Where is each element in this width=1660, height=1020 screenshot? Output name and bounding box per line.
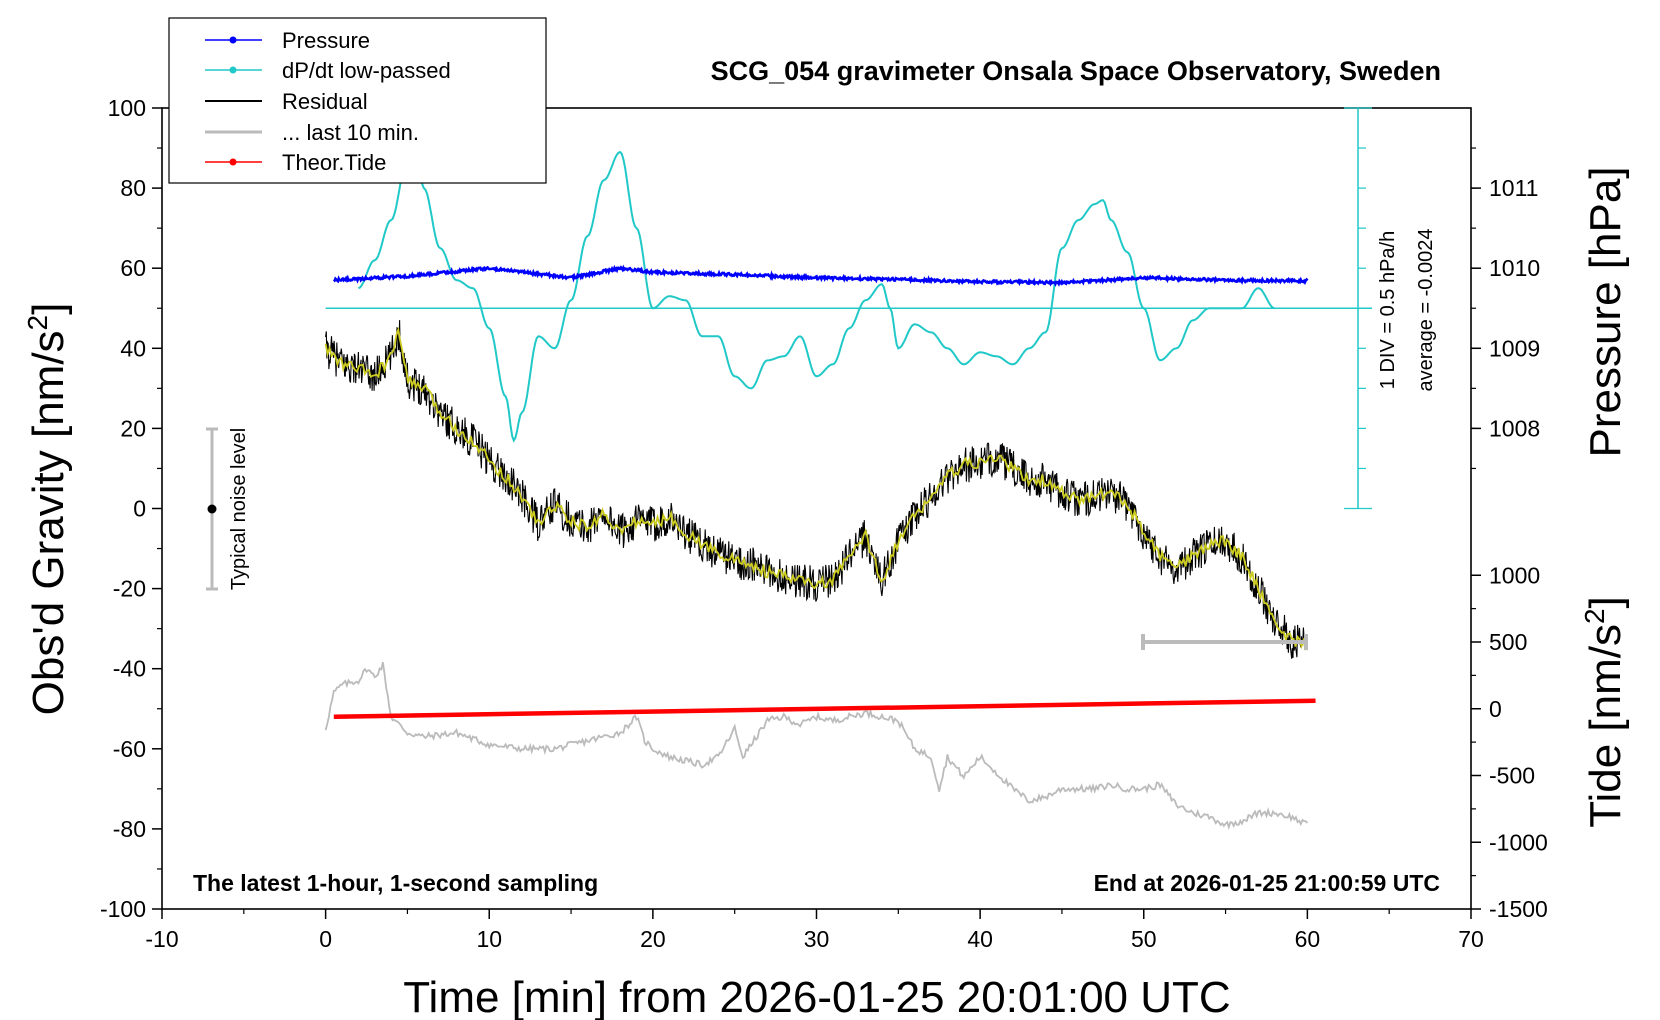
y-axis-tide: 1000 500 0 -500 -1000 -1500 [1471, 562, 1548, 922]
series-tide-line [333, 698, 1316, 720]
legend-label-dpdt: dP/dt low-passed [282, 58, 451, 83]
series-dpdt-line [357, 142, 1275, 443]
x-tick-label: 20 [640, 926, 666, 952]
legend-marker-dpdt [229, 66, 237, 74]
x-tick-label: 70 [1458, 926, 1484, 952]
y-axis-tide-title-sup: 2 [1579, 608, 1610, 624]
y-axis-tide-title: Tide [nm/s2] [1579, 596, 1630, 828]
y-tick-label: -60 [113, 736, 146, 762]
y-axis-tide-title-close: ] [1581, 596, 1630, 608]
legend-marker-pressure [229, 36, 237, 44]
x-tick-label: 0 [319, 926, 332, 952]
noise-level-bar: Typical noise level [206, 427, 250, 591]
pressure-tick-label: 1011 [1489, 175, 1538, 201]
y-tick-label: 100 [108, 95, 146, 121]
tide-tick-label: 1000 [1489, 562, 1540, 588]
noise-level-label: Typical noise level [228, 428, 250, 590]
tide-tick-label: -1500 [1489, 896, 1548, 922]
tide-tick-label: -1000 [1489, 829, 1548, 855]
legend-item-pressure: Pressure [205, 28, 370, 53]
series-last10-line [324, 662, 1309, 830]
y-tick-label: -80 [113, 816, 146, 842]
x-tick-label: -10 [145, 926, 178, 952]
y-tick-label: 20 [120, 415, 146, 441]
series-layer [324, 142, 1316, 830]
y-tick-label: 60 [120, 255, 146, 281]
legend-label-tide: Theor.Tide [282, 150, 386, 175]
legend-label-pressure: Pressure [282, 28, 370, 53]
last10-marker [1141, 634, 1308, 650]
y-axis-left-title-close: ] [24, 303, 73, 315]
y-axis-left-title-main: Obs'd Gravity [nm/s [24, 330, 73, 715]
legend: Pressure dP/dt low-passed Residual ... l… [168, 17, 547, 184]
pressure-tick-label: 1008 [1489, 415, 1540, 441]
x-tick-label: 40 [967, 926, 993, 952]
tide-tick-label: 0 [1489, 696, 1502, 722]
x-axis: -10 0 10 20 30 40 50 60 70 [145, 909, 1484, 952]
legend-item-last10: ... last 10 min. [205, 120, 419, 145]
tide-tick-label: 500 [1489, 629, 1527, 655]
pressure-tick-label: 1009 [1489, 335, 1540, 361]
series-residual-smooth-line [324, 326, 1309, 651]
noise-bar-dot [207, 504, 217, 514]
y-axis-pressure: 1011 1010 1009 1008 [1471, 147, 1540, 470]
legend-label-residual: Residual [282, 89, 368, 114]
pressure-tick-label: 1010 [1489, 255, 1540, 281]
average-label: average = -0.0024 [1415, 229, 1437, 392]
chart-title: SCG_054 gravimeter Onsala Space Observat… [711, 56, 1441, 86]
tide-tick-label: -500 [1489, 763, 1535, 789]
x-tick-label: 10 [476, 926, 502, 952]
y-axis-left: 100 80 60 40 20 0 -20 -40 -60 -80 -100 [100, 95, 162, 922]
series-pressure-line [332, 264, 1309, 287]
x-axis-title: Time [min] from 2026-01-25 20:01:00 UTC [403, 973, 1230, 1020]
x-tick-label: 50 [1131, 926, 1157, 952]
y-tick-label: 80 [120, 175, 146, 201]
legend-marker-tide [229, 158, 237, 166]
y-axis-tide-title-main: Tide [nm/s [1581, 624, 1630, 828]
x-tick-label: 30 [804, 926, 830, 952]
div-label: 1 DIV = 0.5 hPa/h [1377, 231, 1399, 389]
note-left: The latest 1-hour, 1-second sampling [193, 870, 598, 896]
y-tick-label: -40 [113, 656, 146, 682]
note-right: End at 2026-01-25 21:00:59 UTC [1094, 870, 1440, 896]
legend-item-residual: Residual [205, 89, 368, 114]
series-residual-line [325, 320, 1308, 659]
y-tick-label: -20 [113, 576, 146, 602]
y-tick-label: -100 [100, 896, 146, 922]
legend-item-dpdt: dP/dt low-passed [205, 58, 451, 83]
y-tick-label: 0 [133, 496, 146, 522]
legend-item-tide: Theor.Tide [205, 150, 386, 175]
y-axis-pressure-title: Pressure [hPa] [1581, 166, 1630, 457]
legend-label-last10: ... last 10 min. [282, 120, 419, 145]
x-tick-label: 60 [1295, 926, 1321, 952]
y-tick-label: 40 [120, 335, 146, 361]
dpdt-scale-bar [325, 107, 1372, 510]
y-axis-left-title: Obs'd Gravity [nm/s2] [22, 303, 73, 716]
y-axis-left-title-sup: 2 [22, 315, 53, 331]
